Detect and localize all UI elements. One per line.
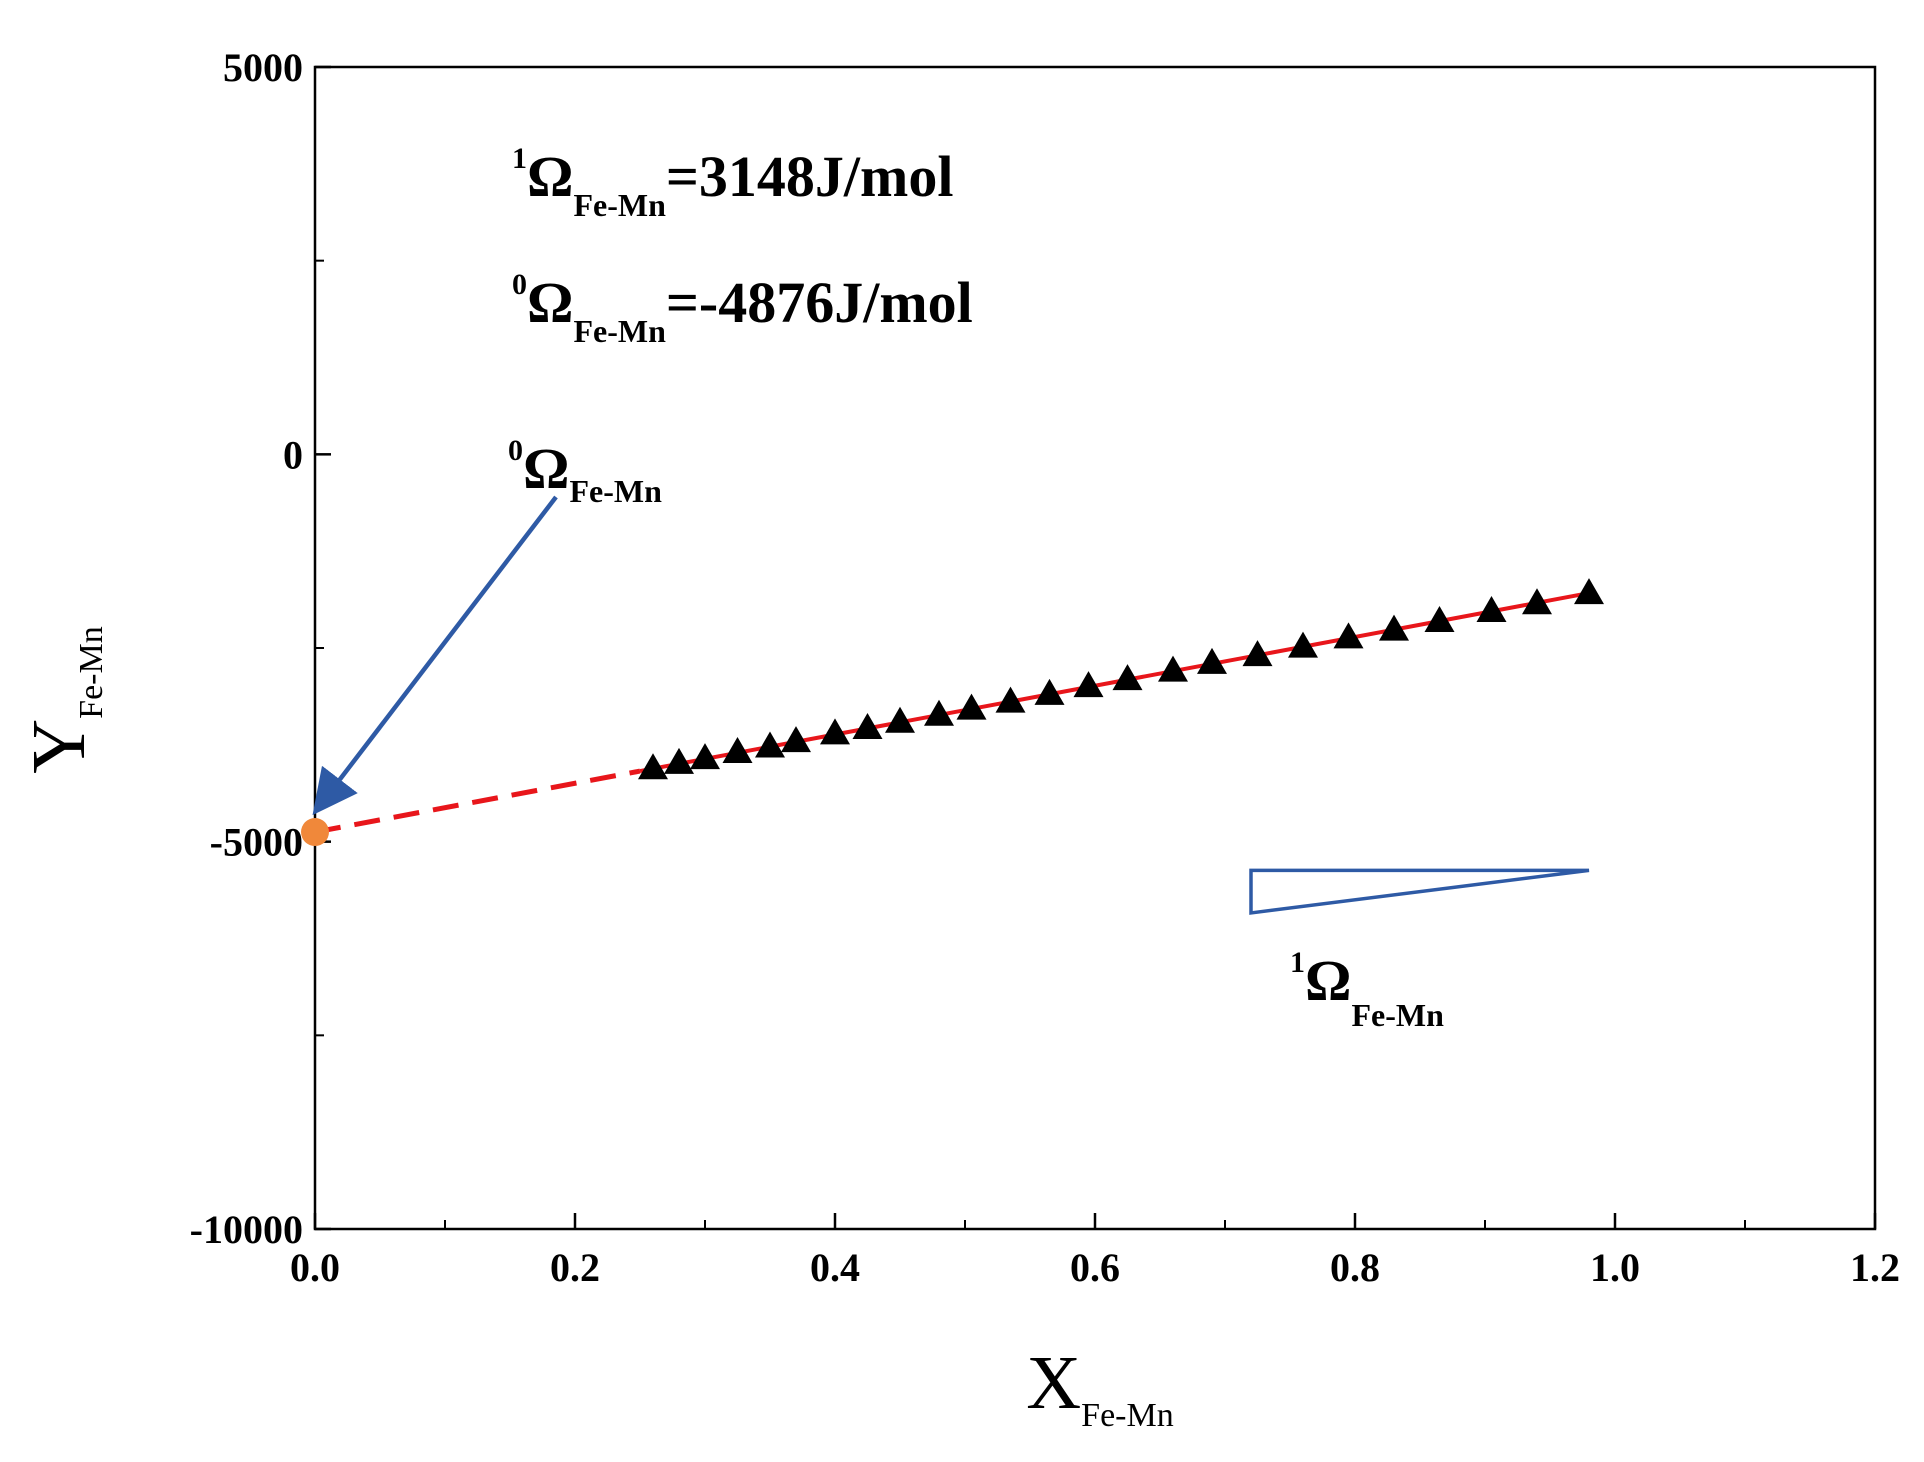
omega1-label-sub: Fe-Mn bbox=[1351, 997, 1444, 1033]
x-tick-label: 1.0 bbox=[1590, 1245, 1640, 1290]
data-point bbox=[1158, 655, 1188, 682]
omega0-eq-sup: 0 bbox=[512, 268, 527, 301]
data-point bbox=[956, 693, 987, 720]
y-tick-labels: -10000 -5000 0 5000 bbox=[190, 45, 303, 1252]
data-point bbox=[852, 712, 883, 739]
data-point bbox=[755, 731, 785, 758]
omega1-equation: 1ΩFe-Mn=3148J/mol bbox=[512, 142, 953, 223]
x-tick-labels: 0.0 0.2 0.4 0.6 0.8 1.0 1.2 bbox=[290, 1245, 1900, 1290]
data-point bbox=[1073, 671, 1104, 698]
intercept-point bbox=[301, 818, 329, 847]
y-axis-label-main: Y bbox=[17, 719, 101, 774]
plot-frame bbox=[313, 65, 1877, 1231]
omega1-label-sup: 1 bbox=[1290, 946, 1305, 979]
omega0-eq-value: =-4876J/mol bbox=[666, 270, 973, 335]
data-point bbox=[781, 726, 811, 753]
data-point bbox=[1476, 595, 1507, 622]
data-point bbox=[820, 718, 850, 745]
fit-line-dashed bbox=[314, 768, 641, 835]
intercept-arrow bbox=[312, 495, 558, 816]
omega0-label-sup: 0 bbox=[508, 434, 523, 467]
data-points bbox=[638, 578, 1604, 780]
x-tick-label: 0.6 bbox=[1070, 1245, 1120, 1290]
omega1-label: 1ΩFe-Mn bbox=[1290, 946, 1444, 1033]
data-point bbox=[1522, 588, 1552, 615]
data-point bbox=[1424, 606, 1455, 633]
y-tick-label: -10000 bbox=[190, 1207, 303, 1252]
omega0-eq-sub: Fe-Mn bbox=[573, 313, 666, 349]
data-point bbox=[885, 706, 915, 733]
y-tick-label: -5000 bbox=[210, 820, 303, 865]
x-tick-label: 0.2 bbox=[550, 1245, 600, 1290]
data-point bbox=[1197, 647, 1227, 674]
y-axis-label: YFe-Mn bbox=[17, 626, 110, 773]
axis-ticks bbox=[313, 65, 1877, 1231]
omega0-label-symbol: Ω bbox=[523, 436, 569, 501]
omega0-label-sub: Fe-Mn bbox=[569, 473, 662, 509]
omega0-equation: 0ΩFe-Mn=-4876J/mol bbox=[512, 268, 973, 349]
omega1-eq-value: =3148J/mol bbox=[666, 144, 954, 209]
data-point bbox=[1574, 578, 1604, 605]
data-point bbox=[638, 753, 668, 780]
data-point bbox=[924, 699, 954, 726]
x-tick-label: 0.0 bbox=[290, 1245, 340, 1290]
data-point bbox=[995, 686, 1026, 713]
y-axis-label-sub: Fe-Mn bbox=[73, 626, 110, 719]
data-point bbox=[1034, 678, 1065, 705]
data-point bbox=[690, 743, 720, 770]
omega0-label: 0ΩFe-Mn bbox=[508, 434, 662, 509]
slope-triangle bbox=[1249, 868, 1590, 915]
y-tick-label: 5000 bbox=[223, 45, 303, 90]
omega1-eq-symbol: Ω bbox=[527, 144, 573, 209]
x-tick-label: 0.8 bbox=[1330, 1245, 1380, 1290]
data-point bbox=[1333, 622, 1364, 649]
omega1-label-symbol: Ω bbox=[1305, 948, 1351, 1013]
data-point bbox=[1379, 614, 1409, 641]
y-axis-label-group: YFe-Mn bbox=[17, 626, 110, 773]
y-tick-label: 0 bbox=[283, 432, 303, 477]
x-tick-label: 1.2 bbox=[1850, 1245, 1900, 1290]
data-point bbox=[722, 736, 753, 763]
x-axis-label: XFe-Mn bbox=[1026, 1341, 1173, 1434]
omega1-eq-sub: Fe-Mn bbox=[573, 187, 666, 223]
data-point bbox=[1242, 640, 1273, 667]
x-axis-label-sub: Fe-Mn bbox=[1081, 1397, 1174, 1434]
x-tick-label: 0.4 bbox=[810, 1245, 860, 1290]
omega0-eq-symbol: Ω bbox=[527, 270, 573, 335]
omega1-eq-sup: 1 bbox=[512, 142, 527, 175]
data-point bbox=[1112, 664, 1143, 691]
data-point bbox=[664, 747, 694, 774]
x-axis-label-main: X bbox=[1026, 1341, 1081, 1425]
data-point bbox=[1288, 631, 1318, 658]
